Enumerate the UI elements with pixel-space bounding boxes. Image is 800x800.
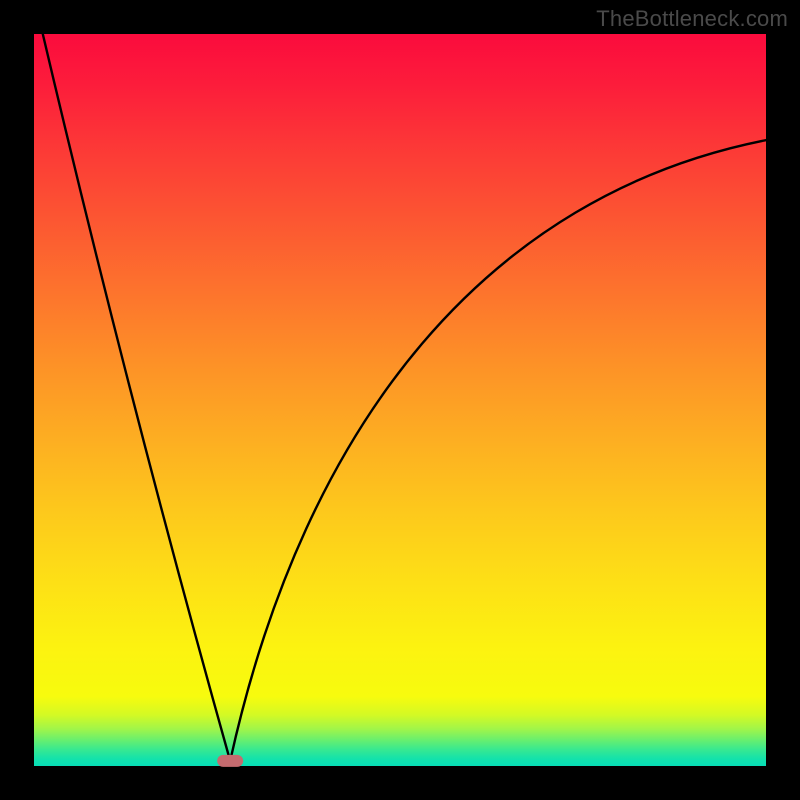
chart-svg	[0, 0, 800, 800]
plot-background	[34, 34, 766, 766]
optimum-pill	[217, 755, 243, 767]
optimum-marker	[217, 755, 243, 767]
chart-stage: TheBottleneck.com	[0, 0, 800, 800]
watermark-text: TheBottleneck.com	[596, 6, 788, 32]
